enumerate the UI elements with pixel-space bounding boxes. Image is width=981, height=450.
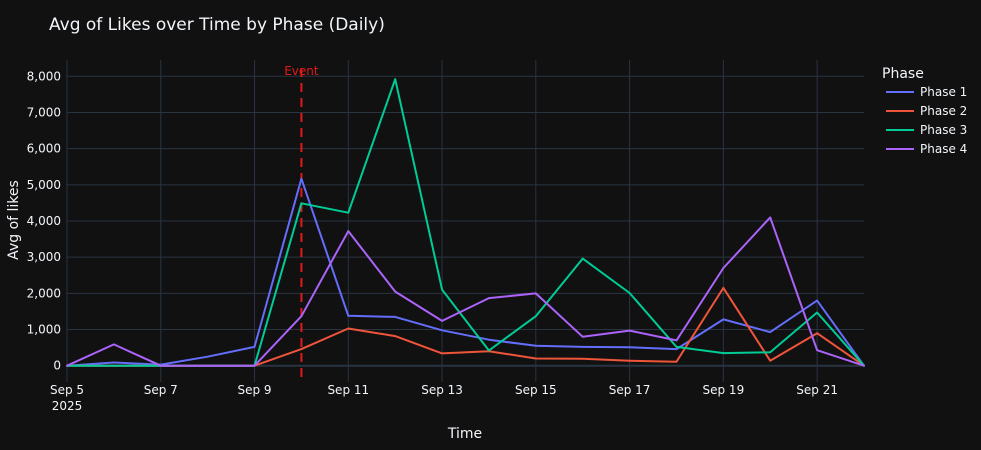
legend-label: Phase 2 (920, 104, 967, 118)
legend-item-phase-4[interactable]: Phase 4 (886, 142, 967, 156)
series-line-phase-4[interactable] (66, 216, 865, 367)
chart-title: Avg of Likes over Time by Phase (Daily) (49, 15, 385, 35)
x-tick-label: Sep 9 (237, 383, 271, 397)
x-axis-title: Time (447, 426, 482, 442)
y-tick-label: 4,000 (27, 214, 61, 228)
series-line-phase-2[interactable] (66, 286, 865, 367)
y-tick-label: 8,000 (27, 69, 61, 83)
legend-label: Phase 3 (920, 123, 967, 137)
y-tick-label: 5,000 (27, 178, 61, 192)
x-tick-label: Sep 11 (327, 383, 369, 397)
x-tick-label: Sep 15 (515, 383, 557, 397)
grid (66, 60, 864, 382)
legend-label: Phase 4 (920, 142, 967, 156)
y-tick-label: 0 (53, 359, 61, 373)
y-tick-label: 1,000 (27, 323, 61, 337)
series-line-phase-1[interactable] (66, 177, 865, 367)
y-tick-label: 2,000 (27, 286, 61, 300)
legend-item-phase-3[interactable]: Phase 3 (886, 123, 967, 137)
x-tick-label: Sep 19 (703, 383, 745, 397)
axes: Sep 5 2025 Sep 7 Sep 9 Sep 11 Sep 13 Sep 15 Sep… (27, 69, 838, 413)
legend-label: Phase 1 (920, 85, 967, 99)
x-tick-sublabel: 2025 (52, 399, 83, 413)
y-axis-title: Avg of likes (6, 180, 22, 260)
legend-item-phase-1[interactable]: Phase 1 (886, 85, 967, 99)
event-label: Event (284, 64, 319, 78)
x-tick-label: Sep 5 (50, 383, 84, 397)
y-tick-label: 3,000 (27, 250, 61, 264)
legend-title: Phase (882, 66, 924, 82)
series-lines (66, 78, 865, 367)
y-tick-label: 6,000 (27, 142, 61, 156)
event-annotation: Event (284, 64, 319, 382)
x-tick-label: Sep 17 (609, 383, 651, 397)
x-tick-label: Sep 7 (144, 383, 178, 397)
legend[interactable]: Phase Phase 1 Phase 2 Phase 3 Phase 4 (882, 66, 967, 156)
legend-item-phase-2[interactable]: Phase 2 (886, 104, 967, 118)
series-line-phase-3[interactable] (66, 78, 865, 367)
x-tick-label: Sep 21 (796, 383, 838, 397)
y-tick-label: 7,000 (27, 105, 61, 119)
x-tick-label: Sep 13 (421, 383, 463, 397)
